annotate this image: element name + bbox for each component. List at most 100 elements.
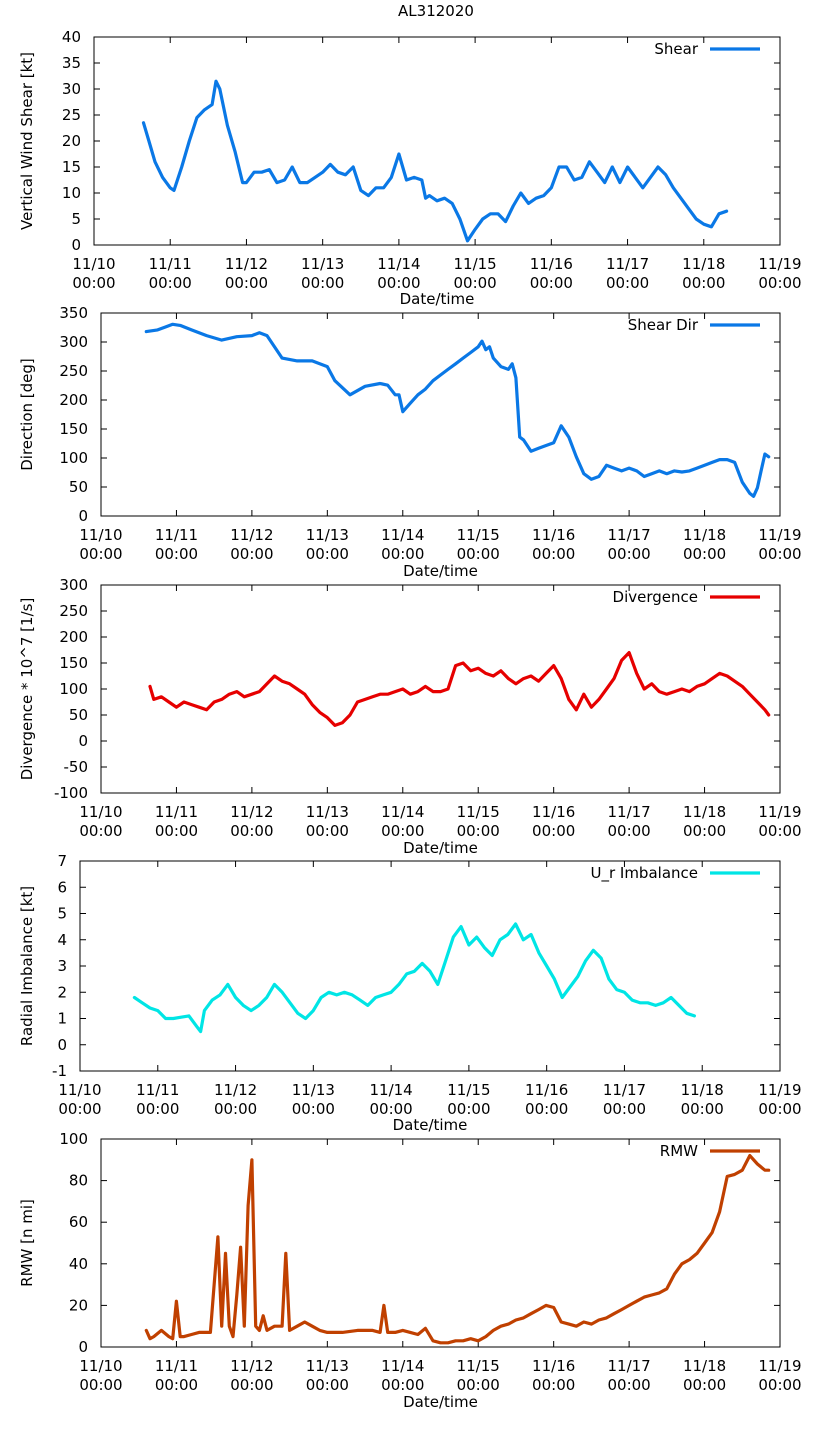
series-line xyxy=(144,322,771,498)
x-tick-label-date: 11/11 xyxy=(149,255,192,273)
series-line xyxy=(148,650,771,728)
x-tick-label-date: 11/15 xyxy=(457,803,500,821)
x-tick-label-date: 11/16 xyxy=(530,255,573,273)
y-tick-label: 300 xyxy=(59,333,88,351)
y-tick-label: 300 xyxy=(59,576,88,594)
y-tick-label: 100 xyxy=(59,1130,88,1148)
y-axis-label: Divergence * 10^7 [1/s] xyxy=(18,598,36,781)
x-tick-label-time: 00:00 xyxy=(72,274,115,292)
figure-title: AL312020 xyxy=(398,2,474,20)
y-tick-label: 150 xyxy=(59,420,88,438)
y-tick-label: 0 xyxy=(57,1036,67,1054)
x-tick-label-time: 00:00 xyxy=(607,1376,650,1394)
y-tick-label: 150 xyxy=(59,654,88,672)
x-tick-label-time: 00:00 xyxy=(377,274,420,292)
x-tick-label-time: 00:00 xyxy=(58,1100,101,1118)
x-tick-label-time: 00:00 xyxy=(532,822,575,840)
x-tick-label-time: 00:00 xyxy=(683,1376,726,1394)
x-tick-label-date: 11/14 xyxy=(381,803,424,821)
x-tick-label-date: 11/19 xyxy=(758,1357,801,1375)
x-tick-label-date: 11/17 xyxy=(606,255,649,273)
y-tick-label: 0 xyxy=(78,1338,88,1356)
y-tick-label: 40 xyxy=(62,28,81,46)
x-tick-label-date: 11/17 xyxy=(607,526,650,544)
y-axis-label: Radial Imbalance [kt] xyxy=(18,886,36,1046)
y-tick-label: 20 xyxy=(62,132,81,150)
x-tick-label-time: 00:00 xyxy=(79,545,122,563)
y-tick-label: 50 xyxy=(69,706,88,724)
x-tick-label-time: 00:00 xyxy=(381,545,424,563)
y-tick-label: 100 xyxy=(59,680,88,698)
x-tick-label-date: 11/18 xyxy=(683,1357,726,1375)
x-tick-label-date: 11/16 xyxy=(532,803,575,821)
x-tick-label-date: 11/17 xyxy=(607,803,650,821)
y-tick-label: 4 xyxy=(57,931,67,949)
x-tick-label-date: 11/13 xyxy=(306,526,349,544)
x-tick-label-date: 11/10 xyxy=(79,1357,122,1375)
x-tick-label-time: 00:00 xyxy=(683,545,726,563)
series-line xyxy=(132,922,697,1034)
x-tick-label-time: 00:00 xyxy=(230,1376,273,1394)
plot-frame xyxy=(100,1138,781,1348)
x-tick-label-time: 00:00 xyxy=(306,545,349,563)
x-tick-label-date: 11/19 xyxy=(758,255,801,273)
x-tick-label-date: 11/10 xyxy=(58,1081,101,1099)
x-tick-label-time: 00:00 xyxy=(225,274,268,292)
x-tick-label-time: 00:00 xyxy=(306,1376,349,1394)
x-tick-label-time: 00:00 xyxy=(607,545,650,563)
x-tick-label-date: 11/17 xyxy=(603,1081,646,1099)
x-tick-label-time: 00:00 xyxy=(681,1100,724,1118)
x-axis-label: Date/time xyxy=(403,1393,478,1411)
series-line xyxy=(144,1153,771,1345)
y-tick-label: 35 xyxy=(62,54,81,72)
y-tick-label: -100 xyxy=(54,784,88,802)
legend-label: Shear xyxy=(654,40,698,58)
y-tick-label: 25 xyxy=(62,106,81,124)
chart-panels: 051015202530354011/1000:0011/1100:0011/1… xyxy=(18,28,802,1411)
y-tick-label: 15 xyxy=(62,158,81,176)
plot-frame xyxy=(100,312,781,517)
x-tick-label-date: 11/10 xyxy=(72,255,115,273)
x-tick-label-date: 11/19 xyxy=(758,803,801,821)
y-tick-label: 100 xyxy=(59,449,88,467)
x-tick-label-time: 00:00 xyxy=(447,1100,490,1118)
y-tick-label: 5 xyxy=(71,210,81,228)
x-tick-label-time: 00:00 xyxy=(758,1100,801,1118)
x-tick-label-time: 00:00 xyxy=(683,822,726,840)
x-tick-label-date: 11/14 xyxy=(381,526,424,544)
x-tick-label-date: 11/16 xyxy=(532,1357,575,1375)
y-tick-label: 250 xyxy=(59,602,88,620)
x-tick-label-time: 00:00 xyxy=(79,822,122,840)
y-tick-label: 3 xyxy=(57,957,67,975)
x-tick-label-date: 11/12 xyxy=(214,1081,257,1099)
x-tick-label-date: 11/11 xyxy=(155,803,198,821)
x-tick-label-date: 11/17 xyxy=(607,1357,650,1375)
x-tick-label-time: 00:00 xyxy=(457,1376,500,1394)
x-tick-label-date: 11/16 xyxy=(532,526,575,544)
chart-panel-3: -100-5005010015020025030011/1000:0011/11… xyxy=(18,576,802,857)
x-tick-label-date: 11/12 xyxy=(230,526,273,544)
y-axis-label: Direction [deg] xyxy=(18,358,36,471)
y-tick-label: 5 xyxy=(57,905,67,923)
y-axis-label: RMW [n mi] xyxy=(18,1199,36,1287)
x-tick-label-time: 00:00 xyxy=(453,274,496,292)
x-tick-label-date: 11/10 xyxy=(79,803,122,821)
x-tick-label-time: 00:00 xyxy=(230,822,273,840)
chart-panel-1: 051015202530354011/1000:0011/1100:0011/1… xyxy=(18,28,802,308)
y-tick-label: 40 xyxy=(69,1255,88,1273)
chart-panel-2: 05010015020025030035011/1000:0011/1100:0… xyxy=(18,304,802,580)
x-tick-label-time: 00:00 xyxy=(136,1100,179,1118)
x-axis-label: Date/time xyxy=(403,562,478,580)
x-tick-label-date: 11/13 xyxy=(301,255,344,273)
x-tick-label-time: 00:00 xyxy=(525,1100,568,1118)
x-tick-label-date: 11/18 xyxy=(681,1081,724,1099)
chart-panel-4: -10123456711/1000:0011/1100:0011/1200:00… xyxy=(18,852,802,1134)
x-tick-label-time: 00:00 xyxy=(292,1100,335,1118)
x-tick-label-date: 11/18 xyxy=(682,255,725,273)
x-tick-label-date: 11/13 xyxy=(306,803,349,821)
y-tick-label: 200 xyxy=(59,628,88,646)
x-tick-label-date: 11/15 xyxy=(457,526,500,544)
y-axis-label: Vertical Wind Shear [kt] xyxy=(18,52,36,230)
x-tick-label-time: 00:00 xyxy=(155,1376,198,1394)
